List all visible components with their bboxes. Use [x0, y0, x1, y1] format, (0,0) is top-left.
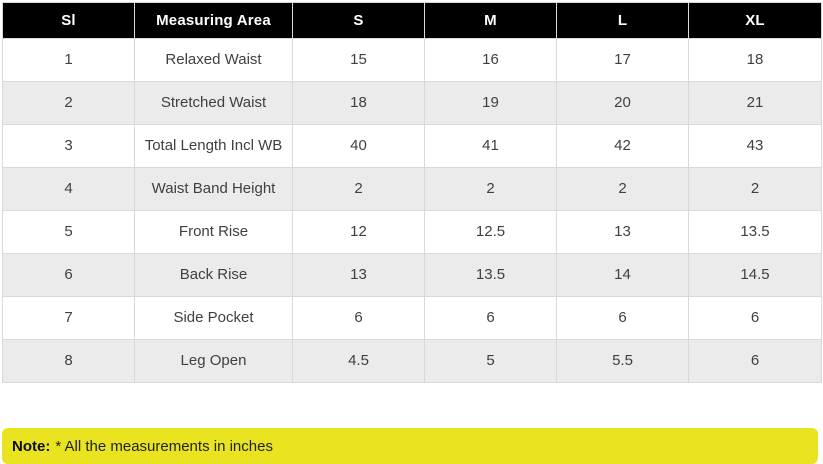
table-cell: Back Rise [134, 253, 293, 297]
table-cell: 20 [556, 81, 689, 125]
table-cell: 13.5 [688, 210, 822, 254]
table-cell: 4 [2, 167, 135, 211]
table-cell: 42 [556, 124, 689, 168]
table-cell: 5.5 [556, 339, 689, 383]
table-row: 2 Stretched Waist 18 19 20 21 [2, 81, 822, 125]
table-cell: 41 [424, 124, 557, 168]
header-cell-s: S [292, 2, 425, 39]
table-cell: Total Length Incl WB [134, 124, 293, 168]
table-cell: Front Rise [134, 210, 293, 254]
size-chart-table: Sl Measuring Area S M L XL 1 Relaxed Wais… [2, 2, 822, 383]
table-cell: 2 [424, 167, 557, 211]
table-cell: 7 [2, 296, 135, 340]
header-cell-sl: Sl [2, 2, 135, 39]
note-text: * All the measurements in inches [55, 437, 273, 455]
table-cell: 5 [424, 339, 557, 383]
table-cell: 6 [2, 253, 135, 297]
table-cell: 43 [688, 124, 822, 168]
header-row: Sl Measuring Area S M L XL [2, 2, 822, 39]
header-cell-m: M [424, 2, 557, 39]
table-cell: 18 [688, 38, 822, 82]
table-row: 3 Total Length Incl WB 40 41 42 43 [2, 124, 822, 168]
table-cell: 6 [556, 296, 689, 340]
table-row: 5 Front Rise 12 12.5 13 13.5 [2, 210, 822, 254]
table-row: 7 Side Pocket 6 6 6 6 [2, 296, 822, 340]
table-cell: 13 [556, 210, 689, 254]
table-row: 8 Leg Open 4.5 5 5.5 6 [2, 339, 822, 383]
table-cell: 6 [424, 296, 557, 340]
table-cell: Side Pocket [134, 296, 293, 340]
note-bar: Note: * All the measurements in inches [2, 428, 818, 464]
table-cell: 21 [688, 81, 822, 125]
table-body: 1 Relaxed Waist 15 16 17 18 2 Stretched Waist 18… [2, 38, 822, 383]
table-row: 6 Back Rise 13 13.5 14 14.5 [2, 253, 822, 297]
table-cell: 13 [292, 253, 425, 297]
table-cell: 6 [292, 296, 425, 340]
table-cell: 40 [292, 124, 425, 168]
table-cell: Stretched Waist [134, 81, 293, 125]
table-cell: 1 [2, 38, 135, 82]
table-row: 1 Relaxed Waist 15 16 17 18 [2, 38, 822, 82]
table-cell: 15 [292, 38, 425, 82]
table-cell: 16 [424, 38, 557, 82]
table-cell: 14 [556, 253, 689, 297]
table-cell: Relaxed Waist [134, 38, 293, 82]
table-cell: 12.5 [424, 210, 557, 254]
table-cell: 13.5 [424, 253, 557, 297]
table-cell: 14.5 [688, 253, 822, 297]
table-cell: Waist Band Height [134, 167, 293, 211]
header-cell-xl: XL [688, 2, 822, 39]
table-cell: 6 [688, 296, 822, 340]
note-label: Note: [12, 437, 51, 455]
table-cell: 19 [424, 81, 557, 125]
table-cell: 2 [2, 81, 135, 125]
table-cell: 6 [688, 339, 822, 383]
table-cell: 18 [292, 81, 425, 125]
table-cell: 17 [556, 38, 689, 82]
table-cell: 2 [556, 167, 689, 211]
table-cell: 4.5 [292, 339, 425, 383]
header-cell-l: L [556, 2, 689, 39]
table-cell: 5 [2, 210, 135, 254]
table-cell: 2 [688, 167, 822, 211]
header-cell-measuring-area: Measuring Area [134, 2, 293, 39]
table-row: 4 Waist Band Height 2 2 2 2 [2, 167, 822, 211]
table-cell: 12 [292, 210, 425, 254]
table-cell: Leg Open [134, 339, 293, 383]
table-cell: 8 [2, 339, 135, 383]
table-cell: 3 [2, 124, 135, 168]
table-cell: 2 [292, 167, 425, 211]
